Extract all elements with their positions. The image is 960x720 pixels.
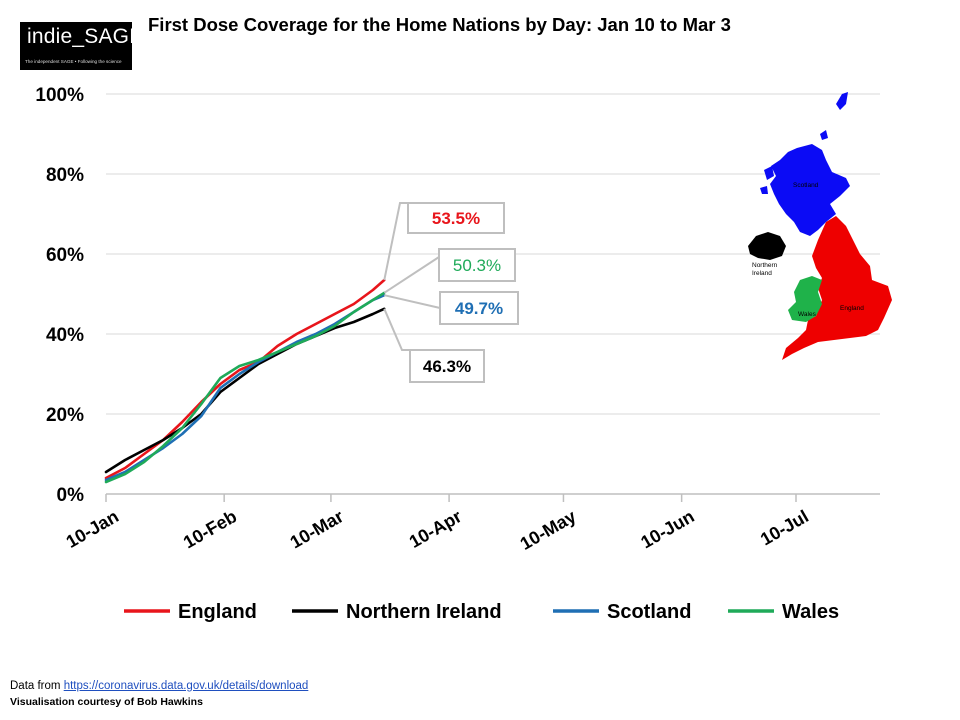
callout-label-wales: 50.3% — [453, 256, 501, 275]
callout-leader — [383, 308, 410, 351]
series-line-northern-ireland — [104, 307, 386, 474]
x-tick-label: 10-Apr — [406, 506, 465, 552]
map-region-northern-ireland — [748, 232, 786, 260]
x-tick-label: 10-May — [517, 506, 580, 554]
y-tick-label: 60% — [46, 245, 84, 266]
footer: Data from https://coronavirus.data.gov.u… — [10, 680, 308, 712]
data-source-link[interactable]: https://coronavirus.data.gov.uk/details/… — [63, 680, 309, 692]
y-tick-label: 40% — [46, 325, 84, 346]
visualisation-credit: Visualisation courtesy of Bob Hawkins — [10, 696, 203, 708]
map-region-scotland-islands — [760, 92, 848, 194]
x-tick-label: 10-Jun — [637, 506, 697, 552]
callout-leader — [384, 294, 441, 309]
callout-leader — [383, 256, 440, 294]
x-tick-label: 10-Feb — [180, 506, 240, 552]
series-line-wales — [104, 291, 386, 484]
y-tick-label: 100% — [35, 85, 84, 106]
logo-tagline: The independent SAGE • Following the sci… — [25, 59, 122, 64]
map-region-england — [782, 216, 892, 360]
callout-box — [409, 349, 485, 383]
map-label-northern-ireland-2: Ireland — [752, 270, 772, 277]
y-tick-label: 80% — [46, 165, 84, 186]
coverage-chart: 0% 20% 40% 60% 80% 100% 10-Jan 10-Feb 10-Mar 10-A… — [35, 85, 892, 623]
map-region-wales — [788, 276, 822, 322]
map-label-england: England — [840, 305, 864, 312]
legend-label: Northern Ireland — [346, 601, 502, 623]
callout-box — [407, 202, 505, 234]
callout-label-scotland: 49.7% — [455, 299, 503, 318]
x-tick-label: 10-Jul — [757, 506, 812, 549]
map-label-northern-ireland: Northern — [752, 262, 778, 269]
map-label-wales: Wales — [798, 311, 817, 318]
x-tick-label: 10-Jan — [63, 506, 122, 552]
logo-title: indie_SAGE — [27, 25, 144, 48]
legend-label: Scotland — [607, 601, 691, 623]
series-line-england — [104, 278, 386, 480]
callout-leader — [383, 202, 408, 281]
map-label-scotland: Scotland — [793, 182, 819, 189]
page-title: First Dose Coverage for the Home Nations… — [148, 14, 731, 35]
series-layer — [104, 278, 386, 484]
legend-layer: England Northern Ireland Scotland Wales — [124, 601, 839, 623]
data-source-prefix: Data from — [10, 680, 64, 692]
data-source-row: Data from https://coronavirus.data.gov.u… — [10, 680, 308, 696]
uk-map: Scotland Northern Ireland England Wales — [748, 92, 892, 360]
callout-box — [439, 291, 519, 325]
indie-sage-logo: indie_SAGE The independent SAGE • Follow… — [20, 22, 143, 70]
callout-layer: 53.5% 46.3% 49.7% 50.3% — [383, 202, 519, 383]
map-region-scotland — [770, 144, 850, 236]
callout-label-northern-ireland: 46.3% — [423, 357, 471, 376]
legend-label: Wales — [782, 601, 839, 623]
legend-label: England — [178, 601, 257, 623]
y-tick-label: 20% — [46, 405, 84, 426]
callout-box — [438, 248, 516, 282]
y-tick-label: 0% — [57, 485, 85, 506]
callout-label-england: 53.5% — [432, 209, 480, 228]
x-tick-label: 10-Mar — [287, 506, 347, 552]
